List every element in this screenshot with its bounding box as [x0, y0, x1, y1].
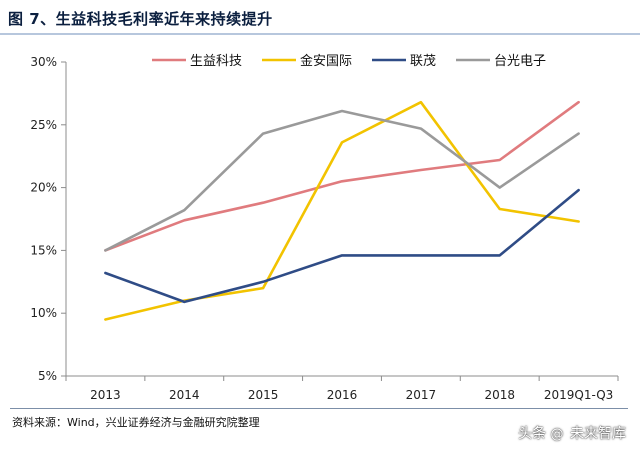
x-tick-label: 2017 [406, 388, 437, 402]
y-tick-label: 20% [30, 181, 57, 195]
y-axis: 5% 10% 15% 20% 25% 30% [30, 55, 67, 383]
series-line [104, 109, 580, 252]
series-line [104, 188, 580, 304]
source-note: 资料来源：Wind，兴业证券经济与金融研究院整理 [12, 416, 260, 429]
legend: 生益科技 金安国际 联茂 台光电子 [152, 53, 546, 69]
legend-label: 台光电子 [494, 54, 546, 69]
y-tick-label: 30% [30, 55, 57, 69]
series-layer [104, 100, 580, 321]
x-tick-label: 2018 [484, 388, 515, 402]
y-tick-label: 15% [30, 243, 57, 257]
legend-label: 生益科技 [190, 54, 242, 69]
x-tick-label: 2019Q1-Q3 [544, 388, 613, 402]
series-line [104, 100, 580, 321]
watermark: 头条 @ 未来智库 [518, 423, 626, 443]
y-tick-label: 25% [30, 118, 57, 132]
bottom-divider [10, 408, 628, 409]
legend-label: 金安国际 [300, 53, 352, 69]
series-line [104, 100, 580, 252]
x-tick-label: 2016 [327, 388, 358, 402]
chart-title: 图 7、生益科技毛利率近年来持续提升 [8, 10, 273, 28]
line-chart: 5%10%15%20%25%30% 2013 2014 2015 2016 2017 20… [30, 53, 619, 402]
x-axis: 2013 2014 2015 2016 2017 2018 2019Q1-Q3 [65, 375, 619, 402]
x-tick-label: 2015 [248, 388, 279, 402]
legend-label: 联茂 [410, 54, 436, 69]
x-tick-label: 2013 [90, 388, 121, 402]
watermark-prefix: 头条 [518, 426, 547, 442]
title-bar: 图 7、生益科技毛利率近年来持续提升 [0, 0, 640, 35]
y-tick-label: 5% [38, 369, 57, 383]
y-tick-label: 10% [30, 306, 57, 320]
watermark-handle: 未来智库 [570, 426, 626, 442]
x-tick-label: 2014 [169, 388, 200, 402]
at-sign-icon: @ [550, 427, 564, 442]
